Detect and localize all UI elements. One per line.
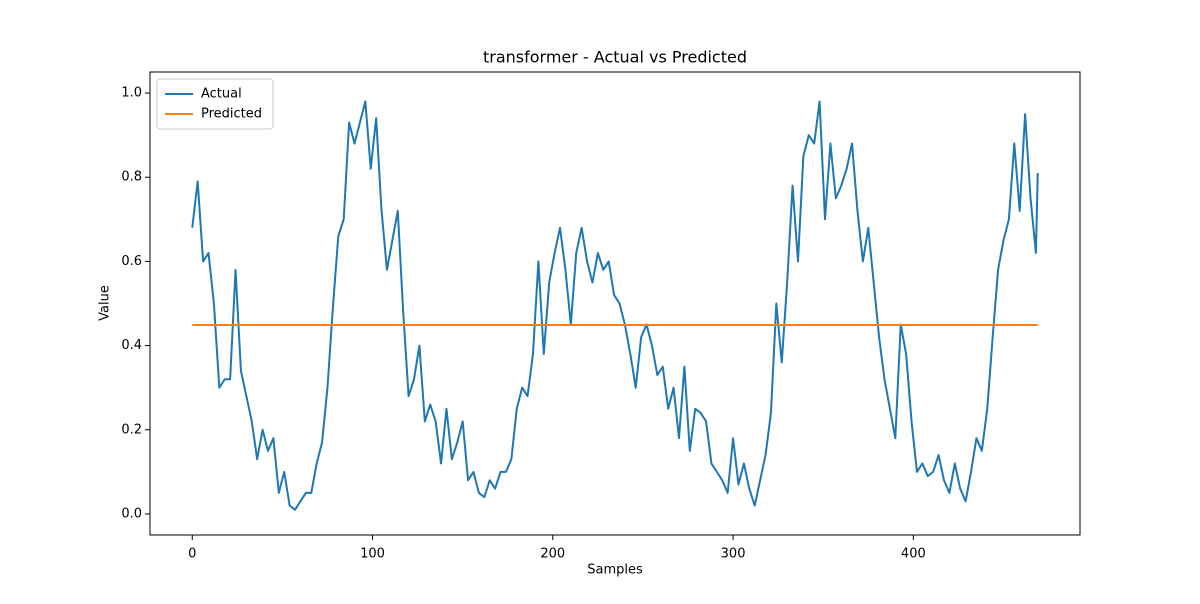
- y-tick-label: 1.0: [121, 86, 142, 101]
- y-tick-label: 0.0: [121, 506, 142, 521]
- legend-box: [156, 78, 274, 130]
- legend-label: Predicted: [201, 107, 262, 122]
- series-line: [191, 100, 1039, 511]
- plot-frame: [149, 71, 1081, 536]
- x-tick-label: 400: [901, 547, 926, 562]
- x-tick-label: 100: [360, 547, 385, 562]
- legend-label: Actual: [201, 87, 242, 102]
- y-tick-label: 0.8: [121, 170, 142, 185]
- x-tick-label: 0: [188, 547, 196, 562]
- y-axis-label: Value: [98, 285, 113, 321]
- x-tick-label: 300: [721, 547, 746, 562]
- y-tick-label: 0.4: [121, 338, 142, 353]
- chart-title: transformer - Actual vs Predicted: [483, 48, 747, 67]
- x-axis-label: Samples: [587, 563, 643, 578]
- y-tick-label: 0.2: [121, 422, 142, 437]
- y-tick-label: 0.6: [121, 254, 142, 269]
- x-tick-label: 200: [540, 547, 565, 562]
